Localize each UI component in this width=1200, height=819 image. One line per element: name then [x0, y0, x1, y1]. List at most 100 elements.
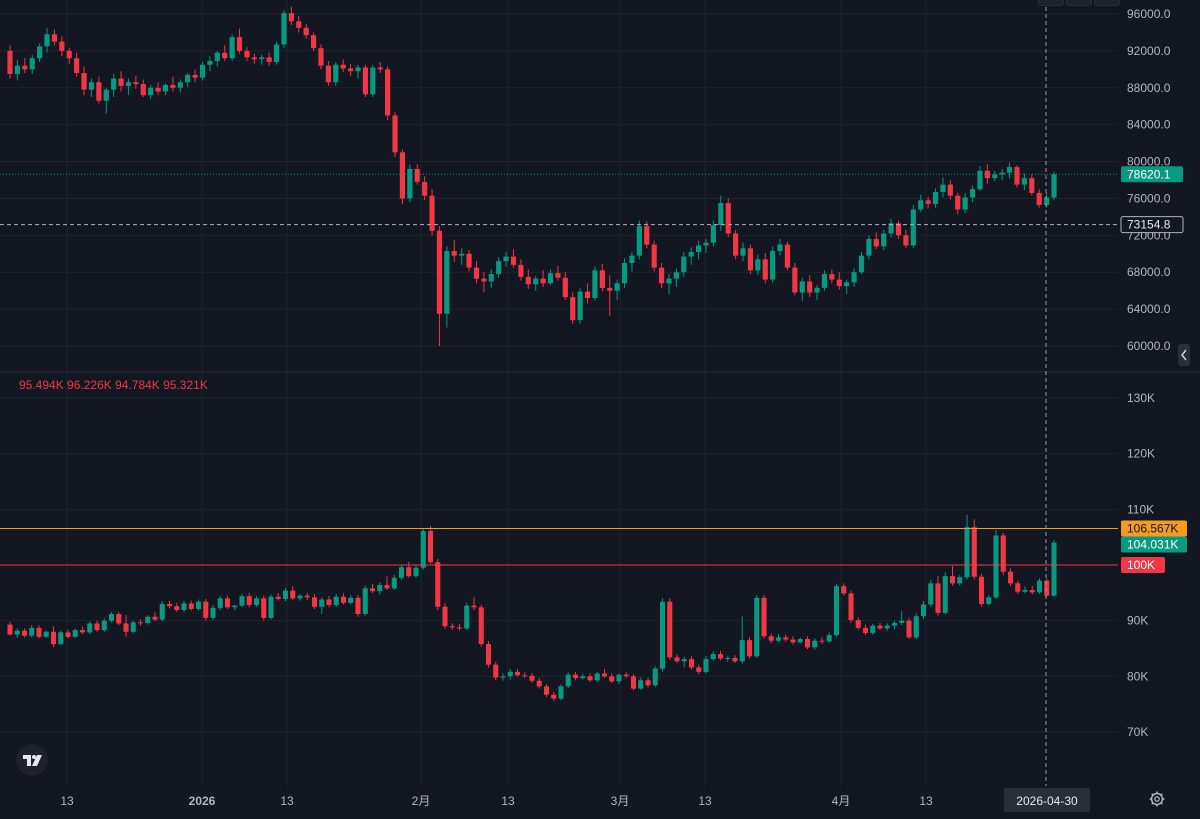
upper-pane — [7, 6, 1057, 346]
tradingview-logo-icon[interactable] — [16, 744, 48, 776]
candle-body — [587, 676, 593, 681]
candle-body — [318, 48, 324, 66]
candle-body — [420, 531, 426, 568]
candle-body — [111, 78, 117, 90]
candle-body — [311, 597, 318, 607]
candle-body — [592, 270, 598, 299]
candle-body — [36, 627, 42, 637]
candle-body — [166, 603, 173, 607]
candle-body — [66, 50, 72, 59]
candle-body — [746, 640, 753, 657]
top-toolbar-button[interactable] — [1094, 0, 1120, 6]
candle-body — [185, 74, 191, 83]
candle-body — [814, 287, 820, 293]
candle-body — [551, 694, 557, 699]
candle-body — [522, 675, 528, 677]
candle-body — [370, 67, 376, 95]
top-toolbar-button[interactable] — [1038, 0, 1064, 6]
candle-body — [529, 675, 535, 681]
price-tick-label: 80000.0 — [1127, 155, 1171, 169]
candle-body — [848, 593, 854, 621]
candle-body — [891, 622, 898, 626]
candle-body — [59, 41, 65, 51]
candle-body — [1036, 192, 1042, 205]
candle-body — [903, 235, 909, 246]
candle-body — [275, 596, 281, 599]
grid-layer — [0, 0, 1200, 786]
candle-body — [203, 601, 209, 618]
price-tick-label: 76000.0 — [1127, 191, 1171, 205]
candle-body — [236, 37, 243, 51]
candle-body — [978, 576, 985, 604]
price-tick-label: 70K — [1127, 725, 1148, 739]
candle-body — [673, 272, 679, 279]
candle-body — [406, 567, 412, 577]
candle-body — [108, 613, 115, 621]
candle-body — [500, 676, 506, 678]
candle-body — [565, 674, 571, 687]
candle-body — [130, 622, 136, 632]
candle-body — [710, 654, 716, 660]
candle-body — [710, 225, 716, 243]
candle-body — [303, 27, 309, 36]
candle-body — [651, 244, 657, 268]
candle-body — [812, 640, 818, 648]
candle-body — [601, 673, 608, 677]
candle-body — [1044, 197, 1050, 205]
candle-body — [609, 676, 615, 682]
candle-body — [288, 13, 294, 22]
candle-body — [348, 68, 354, 72]
candle-body — [37, 46, 43, 59]
candle-body — [281, 13, 287, 45]
candle-body — [101, 620, 107, 631]
candle-body — [140, 84, 146, 96]
candle-body — [623, 674, 629, 677]
price-tick-label: 90K — [1127, 614, 1148, 628]
candle-body — [652, 668, 658, 686]
candle-body — [873, 239, 879, 247]
price-tick-label: 60000.0 — [1127, 339, 1171, 353]
time-tick-label: 13 — [280, 794, 294, 808]
candle-body — [392, 115, 398, 153]
time-axis-layer: 13 2026 13 2月 13 3月 13 4月 13 2026-04-30 — [60, 788, 1090, 812]
candle-body — [170, 85, 176, 88]
candle-body — [210, 607, 216, 618]
candle-body — [239, 596, 245, 606]
candle-body — [804, 639, 811, 648]
price-axis-layer: 96000.0 92000.0 88000.0 84000.0 80000.0 76000… — [1127, 7, 1171, 739]
candle-body — [362, 67, 368, 95]
top-toolbar-button[interactable] — [1066, 0, 1092, 6]
candle-body — [783, 637, 789, 640]
candle-body — [340, 64, 346, 69]
candle-body — [621, 263, 628, 284]
candle-body — [570, 297, 576, 321]
candle-body — [577, 291, 583, 321]
candle-body — [199, 64, 206, 78]
candle-body — [261, 598, 267, 618]
candle-body — [195, 601, 202, 609]
candle-body — [518, 264, 524, 277]
candle-body — [58, 632, 64, 645]
candle-body — [906, 620, 912, 638]
candle-body — [217, 598, 223, 608]
candle-body — [616, 674, 622, 682]
candle-body — [572, 674, 579, 679]
price-tick-label: 96000.0 — [1127, 7, 1171, 21]
price-tick-label: 92000.0 — [1127, 44, 1171, 58]
candle-body — [214, 52, 220, 62]
candle-body — [547, 273, 554, 284]
candle-body — [29, 627, 35, 636]
candle-body — [407, 168, 413, 199]
gear-icon[interactable] — [1148, 790, 1166, 808]
candle-body — [957, 577, 963, 584]
chevron-left-icon[interactable] — [1178, 344, 1190, 366]
candle-body — [644, 226, 650, 245]
candle-body — [148, 87, 154, 96]
candle-body — [841, 586, 847, 594]
crosshair-price-label: 73154.8 — [1127, 218, 1171, 232]
candle-body — [72, 630, 78, 637]
overlay-layer: 78620.1 73154.8 106.567K 104.031K 100K 95.494… — [0, 0, 1187, 786]
candle-body — [826, 635, 832, 642]
